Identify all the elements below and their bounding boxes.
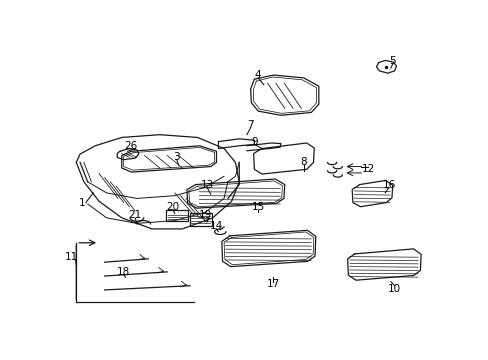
Text: 1: 1 (79, 198, 85, 208)
Text: 10: 10 (387, 284, 400, 293)
Text: 19: 19 (198, 210, 211, 220)
Text: 18: 18 (117, 267, 130, 277)
Text: 21: 21 (128, 210, 142, 220)
Text: 8: 8 (300, 157, 306, 167)
Text: 17: 17 (266, 279, 280, 289)
Text: 5: 5 (388, 56, 395, 66)
Text: 4: 4 (254, 70, 261, 80)
Text: 26: 26 (124, 141, 138, 151)
Text: 12: 12 (361, 164, 374, 174)
Text: 16: 16 (382, 180, 395, 190)
Text: 13: 13 (200, 180, 213, 190)
Text: 14: 14 (209, 221, 223, 231)
Text: 3: 3 (173, 152, 180, 162)
Bar (166, 210, 188, 221)
Text: 7: 7 (247, 120, 253, 130)
Text: 15: 15 (251, 202, 264, 212)
Bar (189, 213, 211, 226)
Text: 11: 11 (65, 252, 78, 262)
Text: 9: 9 (250, 136, 257, 147)
Text: 20: 20 (166, 202, 179, 212)
